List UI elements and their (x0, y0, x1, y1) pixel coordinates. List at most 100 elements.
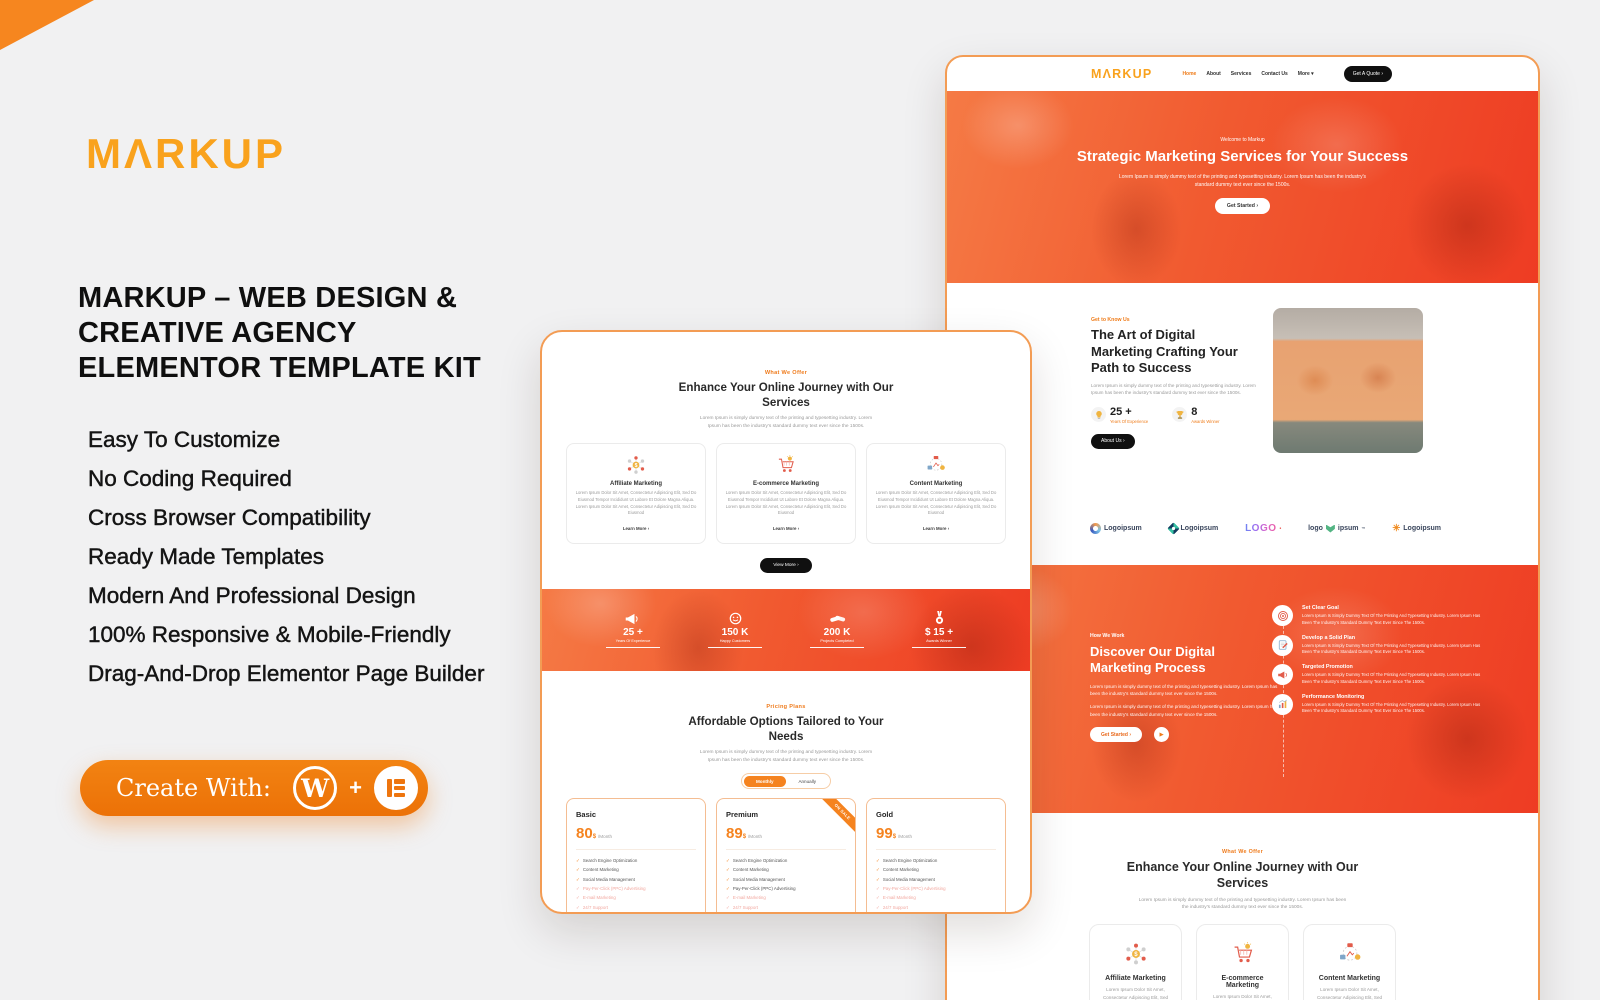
diamond-logo-icon (1166, 522, 1180, 535)
plan-feature: ✓ Social Media Management (726, 876, 785, 882)
plan-feature: ✓ 24/7 Support (876, 904, 909, 910)
learn-more-link[interactable]: Learn More › (922, 526, 950, 532)
chart-icon (1272, 693, 1293, 715)
create-with-badge[interactable]: Create With: W + (80, 760, 428, 816)
hero-desc: Lorem Ipsum is simply dummy text of the … (1118, 173, 1367, 188)
plan-basic: Basic 80$/Month ✓ Search Engine Optimizat… (566, 798, 706, 912)
check-icon: ✓ (726, 867, 730, 873)
process-get-started-button[interactable]: Get Started › (1090, 727, 1143, 743)
about-stat-awards: 8 Awards Winner (1172, 406, 1220, 424)
pricing-section: Pricing Plans Affordable Options Tailore… (542, 704, 1030, 912)
create-with-label: Create With: (116, 774, 271, 802)
stat-projects: 200 K Projects Completed (786, 612, 888, 649)
content-marketing-icon (1314, 939, 1385, 969)
nav-contact[interactable]: Contact Us (1261, 71, 1288, 77)
plan-price: 99$/Month (876, 825, 913, 843)
service-card-title: E-commerce Marketing (1221, 975, 1264, 990)
learn-more-link[interactable]: Learn More › (622, 526, 650, 532)
feature-item: Drag-And-Drop Elementor Page Builder (88, 661, 485, 686)
medal-icon (888, 610, 990, 625)
check-icon: ✓ (726, 858, 730, 864)
plus-sign: + (349, 775, 362, 800)
starburst-logo-icon: ✳ (1392, 523, 1401, 534)
toggle-monthly[interactable]: Monthly (743, 775, 786, 787)
client-logo-strip: Logoipsum Logoipsum LOGO • logo ipsum ™ ✳ Lo… (1090, 522, 1441, 535)
plan-feature: ✓ Content Marketing (576, 867, 619, 873)
feature-list: Easy To Customize No Coding Required Cro… (88, 420, 485, 693)
logo-ipsum-4: logo ipsum ™ (1308, 524, 1366, 533)
about-desc: Lorem Ipsum is simply dummy text of the … (1091, 382, 1256, 396)
promo-headline: MARKUP – WEB DESIGN & CREATIVE AGENCY EL… (78, 282, 481, 384)
plan-feature-list: ✓ Search Engine Optimization ✓ Content Mar… (576, 849, 696, 910)
stats-band: 25 + Years Of Experience 150 K Happy Cus… (542, 589, 1030, 672)
feature-item: Modern And Professional Design (88, 583, 416, 608)
site-logo: MΛRKUP (1091, 67, 1153, 81)
plan-price: 80$/Month (576, 825, 613, 843)
nav-about[interactable]: About (1206, 71, 1221, 77)
stat-underline (606, 647, 660, 649)
feature-item: No Coding Required (88, 466, 292, 491)
nav-home[interactable]: Home (1182, 71, 1197, 77)
service-card-desc: Lorem Ipsum Dolor Sit Amet, Consectetur … (1316, 987, 1383, 1000)
hero-section: Welcome to Markup Strategic Marketing Se… (947, 91, 1538, 283)
feature-item: Ready Made Templates (88, 544, 324, 569)
check-icon: ✓ (876, 867, 880, 873)
check-icon: ✓ (876, 904, 880, 910)
affiliate-marketing-icon: $ (1100, 939, 1171, 969)
service-card-desc: Lorem Ipsum Dolor Sit Amet, Consectetur … (1213, 994, 1272, 1000)
play-icon[interactable]: ▶ (1154, 727, 1170, 743)
about-us-button[interactable]: About Us › (1091, 433, 1135, 449)
corner-accent-shape (0, 0, 94, 50)
offer2-eyebrow: What We Offer (1222, 849, 1263, 855)
hero-get-started-button[interactable]: Get Started › (1214, 197, 1271, 214)
get-quote-button[interactable]: Get A Quote › (1343, 66, 1392, 82)
learn-more-link[interactable]: Learn More › (772, 526, 800, 532)
billing-toggle[interactable]: Monthly Annually (741, 773, 831, 790)
service-card-desc: Lorem Ipsum Dolor Sit Amet, Consectetur … (725, 489, 847, 516)
plan-feature: ✓ 24/7 Support (576, 904, 609, 910)
plan-feature-list: ✓ Search Engine Optimization ✓ Content Mar… (876, 849, 996, 910)
nav-more[interactable]: More ▾ (1297, 71, 1314, 77)
about-stats: 25 + Years Of Experience 8 Awards Winner (1091, 406, 1269, 424)
offer2-title: Enhance Your Online Journey with Our Ser… (1126, 860, 1359, 891)
stat-underline (912, 647, 966, 649)
process-steps: Set Clear Goal Lorem Ipsum Is Simply Dum… (1272, 605, 1510, 777)
plan-feature: ✓ E-mail Marketing (876, 895, 916, 901)
check-icon: ✓ (726, 904, 730, 910)
feature-item: Cross Browser Compatibility (88, 505, 371, 530)
service-card-desc: Lorem Ipsum Dolor Sit Amet, Consectetur … (1102, 987, 1169, 1000)
plan-gold: Gold 99$/Month ✓ Search Engine Optimizati… (866, 798, 1006, 912)
view-more-button[interactable]: View More › (760, 558, 812, 574)
swirl-logo-icon (1090, 523, 1101, 534)
bulb-icon (1091, 407, 1106, 423)
plan-price: 89$/Month (726, 825, 763, 843)
homepage-screenshot: MΛRKUP Home About Services Contact Us Mo… (945, 55, 1540, 1000)
about-photo (1273, 308, 1423, 453)
smiley-icon (684, 612, 786, 625)
logo-ipsum-3: LOGO • (1245, 523, 1282, 534)
offer-desc: Lorem Ipsum is simply dummy text of the … (699, 416, 873, 430)
check-icon: ✓ (576, 886, 580, 892)
check-icon: ✓ (876, 895, 880, 901)
logo-ipsum-5: ✳ Logoipsum (1392, 523, 1441, 534)
service-card-ecommerce: E-commerce Marketing Lorem Ipsum Dolor S… (716, 442, 856, 545)
service-card-content: Content Marketing Lorem Ipsum Dolor Sit … (866, 442, 1006, 545)
toggle-annually[interactable]: Annually (798, 778, 817, 784)
service-card-ecommerce: E-commerce Marketing Lorem Ipsum Dolor S… (1196, 924, 1289, 1000)
plan-feature: ✓ Pay-Per-Click (PPC) Advertising (876, 886, 946, 892)
logo-ipsum-1: Logoipsum (1090, 523, 1142, 534)
wordpress-icon: W (293, 766, 338, 810)
service-card-title: Content Marketing (1318, 975, 1381, 983)
plan-feature: ✓ 24/7 Support (726, 904, 759, 910)
hero-eyebrow: Welcome to Markup (1220, 137, 1265, 143)
feature-item: 100% Responsive & Mobile-Friendly (88, 622, 451, 647)
handshake-icon (786, 612, 888, 625)
svg-text:$: $ (1134, 951, 1138, 958)
process-eyebrow: How We Work (1090, 633, 1125, 639)
plan-feature: ✓ Social Media Management (876, 876, 935, 882)
service-card-title: E-commerce Marketing (752, 480, 820, 487)
check-icon: ✓ (576, 858, 580, 864)
megaphone-step-icon (1272, 664, 1293, 685)
nav-services[interactable]: Services (1230, 71, 1252, 77)
check-icon: ✓ (876, 886, 880, 892)
